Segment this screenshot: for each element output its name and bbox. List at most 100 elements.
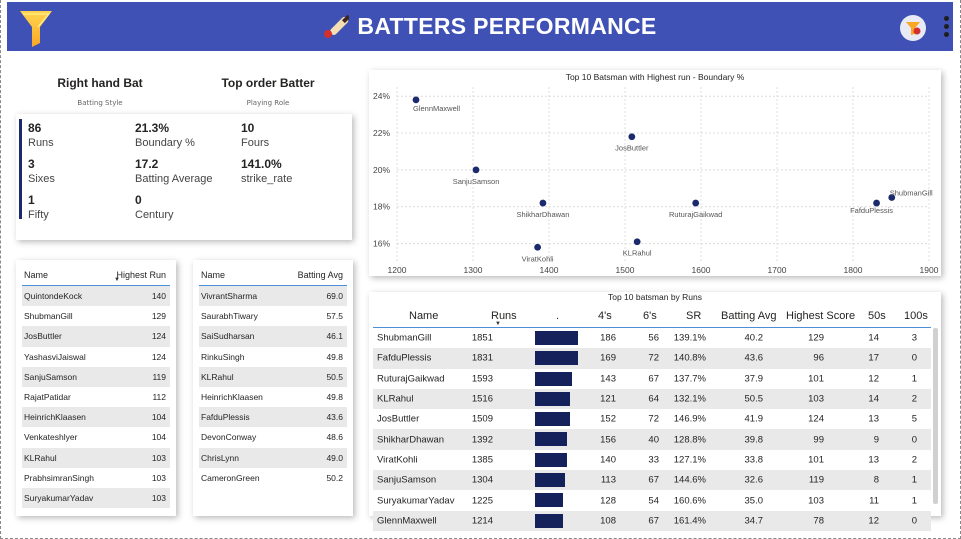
table-row[interactable]: GlennMaxwell 1214 108 67 161.4% 34.7 78 12 0 <box>373 510 931 531</box>
data-label: ViratKohli <box>522 254 554 263</box>
table-row[interactable]: JosButtler 124 <box>22 326 170 347</box>
x-tick-label: 1900 <box>920 265 939 275</box>
table-row[interactable]: PrabhsimranSingh 103 <box>22 468 170 488</box>
table-row[interactable]: KLRahul 50.5 <box>199 366 347 387</box>
table-row[interactable]: SanjuSamson 119 <box>22 366 170 387</box>
table-row[interactable]: SaurabhTiwary 57.5 <box>199 306 347 326</box>
cell-sr: 144.6% <box>673 474 706 486</box>
playing-role-value: Top order Batter <box>221 76 315 90</box>
data-point[interactable] <box>539 199 547 207</box>
data-point[interactable] <box>873 199 880 207</box>
cell-sixes: 56 <box>648 332 659 344</box>
table-row[interactable]: DevonConway 48.6 <box>199 427 347 447</box>
column-header-sixes[interactable]: 6's <box>643 310 657 322</box>
cell-sixes: 67 <box>648 474 659 486</box>
cell-highest-score: 78 <box>813 515 824 527</box>
cell-batting-avg: 40.2 <box>744 332 764 344</box>
filter-pane-icon <box>906 22 921 35</box>
table-row[interactable]: FafduPlessis 1831 169 72 140.8% 43.6 96 17 0 <box>373 348 931 369</box>
table-row[interactable]: ShubmanGill 129 <box>22 306 170 326</box>
cell-batting-avg: 41.9 <box>744 413 764 425</box>
table-row[interactable]: CameronGreen 50.2 <box>199 468 347 488</box>
table-row[interactable]: SaiSudharsan 46.1 <box>199 326 347 347</box>
column-header-runs[interactable]: Runs <box>491 310 517 322</box>
cell-hundreds: 3 <box>911 332 917 344</box>
table-row[interactable]: KLRahul 103 <box>22 447 170 468</box>
kpi-fifty: 1 Fifty <box>28 193 49 221</box>
table-row[interactable]: Venkateshlyer 104 <box>22 427 170 447</box>
cell-name: JosButtler <box>24 331 62 342</box>
column-header-name[interactable]: Name <box>24 270 49 280</box>
data-point[interactable] <box>472 166 480 174</box>
table-row[interactable]: RuturajGaikwad 1593 143 67 137.7% 37.9 101 12 1 <box>373 369 931 389</box>
data-point[interactable] <box>412 96 420 104</box>
table-row[interactable]: VivrantSharma 69.0 <box>199 286 347 307</box>
table-row[interactable]: ShubmanGill 1851 186 56 139.1% 40.2 129 14 3 <box>373 328 931 348</box>
column-header-batting-avg[interactable]: Batting Avg <box>721 310 777 322</box>
y-tick-label: 24% <box>373 91 390 101</box>
cricket-bat-icon <box>324 14 350 38</box>
table-row[interactable]: RajatPatidar 112 <box>22 387 170 407</box>
cell-hundreds: 5 <box>911 413 917 425</box>
cell-highest-score: 99 <box>813 434 824 446</box>
table-row[interactable]: JosButtler 1509 152 72 146.9% 41.9 124 13 5 <box>373 409 931 429</box>
column-header-sr[interactable]: SR <box>686 310 702 322</box>
table-row[interactable]: ViratKohli 1385 140 33 127.1% 33.8 101 13 2 <box>373 450 931 470</box>
table-row[interactable]: SanjuSamson 1304 113 67 144.6% 32.6 119 8 1 <box>373 470 931 491</box>
cell-sixes: 67 <box>648 373 659 385</box>
cell-sr: 139.1% <box>673 332 706 344</box>
column-header-highest-score[interactable]: Highest Score <box>786 310 856 322</box>
cell-sixes: 54 <box>648 495 659 507</box>
cell-fifties: 12 <box>868 373 879 385</box>
cell-sixes: 72 <box>648 352 659 364</box>
cell-batting-avg: 33.8 <box>744 454 764 466</box>
table-row[interactable]: YashasviJaiswal 124 <box>22 347 170 367</box>
cell-hundreds: 0 <box>911 434 917 446</box>
cell-runs: 1593 <box>471 373 493 385</box>
kpi-boundary-pct: 21.3% Boundary % <box>135 121 195 149</box>
cell-highest-score: 101 <box>808 373 824 385</box>
cell-name: RinkuSingh <box>201 351 245 362</box>
cell-highest-score: 119 <box>808 474 824 486</box>
table-row[interactable]: SuryakumarYadav 103 <box>22 487 170 509</box>
playing-role-card[interactable]: Top order Batter Playing Role <box>208 76 328 107</box>
column-header-name[interactable]: Name <box>201 270 226 280</box>
data-point[interactable] <box>628 133 636 141</box>
table-row[interactable]: ChrisLynn 49.0 <box>199 447 347 468</box>
table-row[interactable]: HeinrichKlaasen 104 <box>22 407 170 428</box>
cell-batting-avg: 50.5 <box>744 393 764 405</box>
runs-bar <box>535 513 564 528</box>
table-row[interactable]: SuryakumarYadav 1225 128 54 160.6% 35.0 103 11 1 <box>373 490 931 510</box>
column-header-highest-run[interactable]: Highest Run <box>116 270 166 280</box>
cell-sixes: 33 <box>648 454 659 466</box>
cell-batting-avg: 39.8 <box>744 434 764 446</box>
table-row[interactable]: RinkuSingh 49.8 <box>199 347 347 367</box>
cell-runs: 1225 <box>471 495 493 507</box>
column-header-bar[interactable]: . <box>556 310 560 322</box>
table-row[interactable]: ShikharDhawan 1392 156 40 128.8% 39.8 99 9 0 <box>373 429 931 450</box>
column-header-batting-avg[interactable]: Batting Avg <box>297 270 343 280</box>
data-point[interactable] <box>633 238 641 246</box>
cell-value: 104 <box>151 432 166 443</box>
data-point[interactable] <box>534 243 541 251</box>
table-row[interactable]: KLRahul 1516 121 64 132.1% 50.5 103 14 2 <box>373 388 931 410</box>
batting-style-caption: Batting Style <box>77 99 123 107</box>
table-row[interactable]: FafduPlessis 43.6 <box>199 407 347 428</box>
column-header-name[interactable]: Name <box>409 310 439 322</box>
more-options-icon[interactable] <box>941 16 951 40</box>
data-point[interactable] <box>888 194 896 201</box>
cell-name: VivrantSharma <box>201 291 258 302</box>
table-row[interactable]: HeinrichKlaasen 49.8 <box>199 387 347 407</box>
cell-hundreds: 2 <box>911 393 917 405</box>
data-point[interactable] <box>692 199 700 207</box>
column-header-fours[interactable]: 4's <box>598 310 612 322</box>
header-bar: BATTERS PERFORMANCE <box>7 2 953 51</box>
table-scrollbar[interactable] <box>933 328 938 504</box>
data-label: RuturajGaikwad <box>669 210 722 219</box>
column-header-hundreds[interactable]: 100s <box>904 310 928 322</box>
column-header-fifties[interactable]: 50s <box>868 310 886 322</box>
table-row[interactable]: QuintondeKock 140 <box>22 286 170 307</box>
runs-bar <box>535 473 566 488</box>
filter-pane-button[interactable] <box>900 15 926 41</box>
batting-style-card[interactable]: Right hand Bat Batting Style <box>40 76 160 107</box>
